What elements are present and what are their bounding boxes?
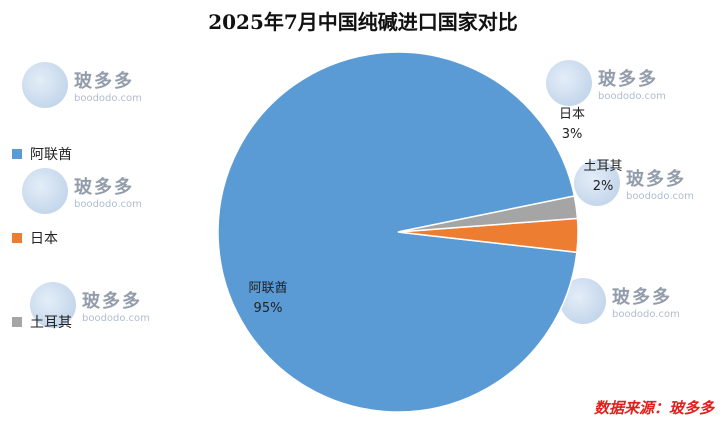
legend-swatch	[12, 317, 22, 327]
watermark-logo-icon	[22, 62, 68, 108]
source-note: 数据来源：玻多多	[593, 399, 714, 417]
legend-item: 日本	[12, 228, 58, 248]
legend-swatch	[12, 233, 22, 243]
watermark-name: 玻多多	[612, 286, 672, 308]
watermark-domain: boododo.com	[74, 92, 142, 104]
slice-category-label: 阿联酋	[248, 280, 287, 296]
legend-label: 阿联酋	[30, 147, 72, 163]
watermark-domain: boododo.com	[74, 198, 142, 210]
pie-slice	[217, 51, 578, 413]
watermark: 玻多多 boododo.com	[546, 60, 666, 106]
watermark-domain: boododo.com	[626, 190, 694, 202]
watermark: 玻多多 boododo.com	[574, 160, 694, 206]
slice-category-label: 土耳其	[583, 159, 622, 174]
watermark-domain: boododo.com	[612, 308, 680, 320]
chart-title: 2025年7月中国纯碱进口国家对比	[208, 10, 518, 34]
legend-item: 阿联酋	[12, 144, 72, 164]
watermark-domain: boododo.com	[82, 312, 150, 324]
slice-value-label: 95%	[254, 301, 283, 316]
watermark: 玻多多 boododo.com	[560, 278, 680, 324]
watermark-domain: boododo.com	[598, 90, 666, 102]
slice-value-label: 3%	[562, 127, 583, 142]
watermark-name: 玻多多	[626, 168, 686, 190]
legend-swatch	[12, 149, 22, 159]
watermark: 玻多多 boododo.com	[22, 168, 142, 214]
watermark-name: 玻多多	[74, 176, 134, 198]
legend-label: 日本	[30, 231, 58, 247]
watermark-logo-icon	[30, 282, 76, 328]
slice-value-label: 2%	[593, 179, 614, 194]
watermark-name: 玻多多	[598, 68, 658, 90]
watermark: 玻多多 boododo.com	[22, 62, 142, 108]
watermark-logo-icon	[22, 168, 68, 214]
watermark-name: 玻多多	[74, 70, 134, 92]
pie-slice	[397, 195, 579, 233]
watermark: 玻多多 boododo.com	[30, 282, 150, 328]
legend-item: 土耳其	[12, 312, 72, 332]
watermark-logo-icon	[574, 160, 620, 206]
legend-label: 土耳其	[30, 315, 72, 331]
watermark-logo-icon	[546, 60, 592, 106]
watermark-name: 玻多多	[82, 290, 142, 312]
slice-category-label: 日本	[559, 107, 585, 122]
